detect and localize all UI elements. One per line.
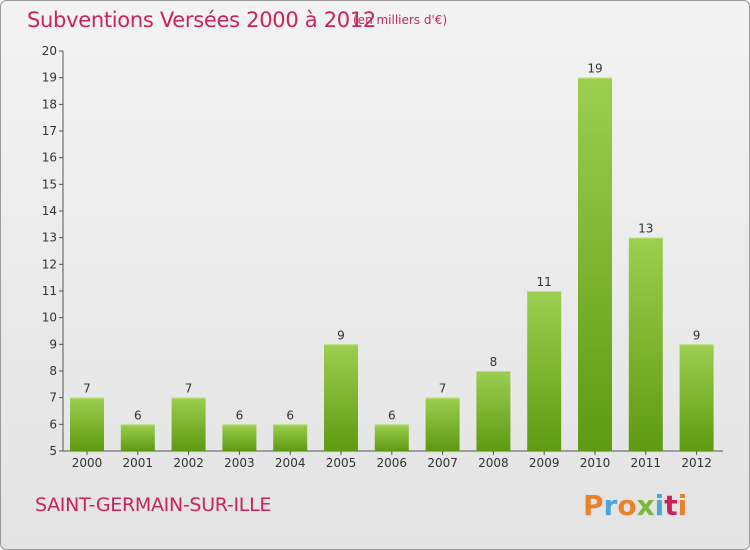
data-label: 9 bbox=[337, 328, 345, 342]
logo-letter: r bbox=[603, 489, 618, 522]
bar bbox=[222, 424, 257, 451]
bar bbox=[70, 397, 104, 451]
x-tick-label: 2000 bbox=[72, 456, 103, 470]
logo-letter: P bbox=[583, 489, 604, 522]
x-tick-label: 2009 bbox=[529, 456, 560, 470]
x-tick-label: 2002 bbox=[173, 456, 204, 470]
y-tick-label: 16 bbox=[42, 151, 57, 165]
data-label: 11 bbox=[537, 275, 552, 289]
y-tick-label: 7 bbox=[49, 391, 57, 405]
data-label: 13 bbox=[638, 222, 653, 236]
x-tick-label: 2012 bbox=[681, 456, 712, 470]
logo-letter: i bbox=[654, 489, 665, 522]
chart-title: Subventions Versées 2000 à 2012 bbox=[27, 8, 376, 32]
y-tick-label: 13 bbox=[42, 231, 57, 245]
y-tick-label: 18 bbox=[42, 97, 57, 111]
y-tick-label: 10 bbox=[42, 311, 57, 325]
bar bbox=[425, 397, 460, 451]
logo-letter: i bbox=[677, 489, 688, 522]
y-tick-label: 8 bbox=[49, 364, 57, 378]
bar bbox=[527, 291, 562, 451]
bar bbox=[120, 424, 155, 451]
logo-letter: o bbox=[617, 489, 637, 522]
x-tick-label: 2005 bbox=[326, 456, 357, 470]
x-tick-label: 2004 bbox=[275, 456, 306, 470]
y-tick-label: 9 bbox=[49, 337, 57, 351]
y-tick-label: 11 bbox=[42, 284, 57, 298]
y-tick-label: 19 bbox=[42, 71, 57, 85]
data-label: 7 bbox=[185, 382, 193, 396]
data-label: 9 bbox=[693, 328, 701, 342]
data-label: 7 bbox=[83, 382, 91, 396]
unit-label: (en milliers d'€) bbox=[353, 13, 448, 27]
x-tick-label: 2011 bbox=[631, 456, 662, 470]
data-label: 6 bbox=[286, 408, 294, 422]
data-label: 6 bbox=[134, 408, 142, 422]
y-tick-label: 12 bbox=[42, 257, 57, 271]
x-tick-label: 2010 bbox=[580, 456, 611, 470]
bar bbox=[374, 424, 409, 451]
y-tick-label: 5 bbox=[49, 444, 57, 458]
data-label: 6 bbox=[388, 408, 396, 422]
proxiti-logo[interactable]: Proxiti bbox=[583, 489, 687, 522]
bar bbox=[171, 397, 206, 451]
bar bbox=[578, 77, 612, 452]
commune-name: SAINT-GERMAIN-SUR-ILLE bbox=[35, 494, 272, 516]
bar bbox=[628, 237, 663, 451]
logo-letter: x bbox=[636, 489, 655, 522]
data-label: 19 bbox=[587, 62, 602, 76]
bar bbox=[476, 371, 511, 451]
bar bbox=[679, 344, 714, 451]
x-tick-label: 2007 bbox=[427, 456, 458, 470]
x-tick-label: 2006 bbox=[377, 456, 408, 470]
x-tick-label: 2003 bbox=[224, 456, 255, 470]
y-tick-label: 20 bbox=[42, 44, 57, 58]
y-tick-label: 14 bbox=[42, 204, 57, 218]
y-tick-label: 15 bbox=[42, 177, 57, 191]
data-label: 6 bbox=[236, 408, 244, 422]
logo-letter: t bbox=[664, 489, 678, 522]
data-label: 8 bbox=[490, 355, 498, 369]
y-tick-label: 6 bbox=[49, 417, 57, 431]
y-tick-label: 17 bbox=[42, 124, 57, 138]
bar bbox=[324, 344, 358, 451]
bar bbox=[273, 424, 308, 451]
x-tick-label: 2001 bbox=[123, 456, 154, 470]
data-label: 7 bbox=[439, 382, 447, 396]
x-tick-label: 2008 bbox=[478, 456, 509, 470]
